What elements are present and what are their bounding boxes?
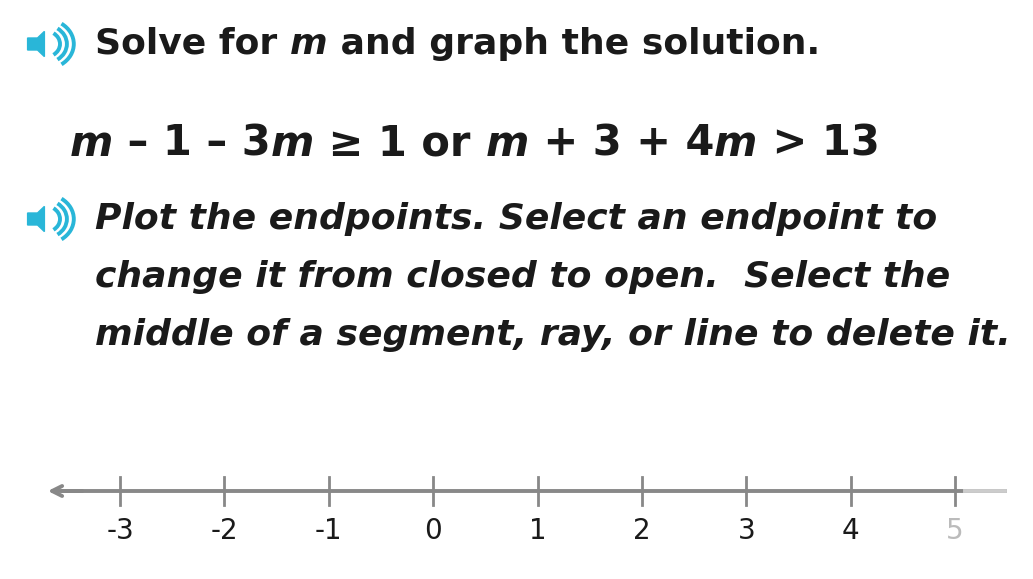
- Text: 5: 5: [946, 517, 964, 545]
- Text: 4: 4: [842, 517, 859, 545]
- Text: Solve for: Solve for: [95, 27, 290, 61]
- Text: + 3 + 4: + 3 + 4: [529, 123, 714, 165]
- Text: 1: 1: [529, 517, 546, 545]
- Text: 3: 3: [738, 517, 755, 545]
- Text: -1: -1: [315, 517, 343, 545]
- Text: m: m: [714, 123, 757, 165]
- Text: 0: 0: [425, 517, 442, 545]
- Text: m: m: [486, 123, 529, 165]
- Text: 2: 2: [633, 517, 651, 545]
- Text: – 1 – 3: – 1 – 3: [114, 123, 271, 165]
- Text: -2: -2: [211, 517, 239, 545]
- Polygon shape: [28, 206, 44, 232]
- Text: > 13: > 13: [757, 123, 879, 165]
- Text: m: m: [271, 123, 314, 165]
- Text: change it from closed to open.  Select the: change it from closed to open. Select th…: [95, 260, 950, 294]
- Text: -3: -3: [106, 517, 134, 545]
- Text: middle of a segment, ray, or line to delete it.: middle of a segment, ray, or line to del…: [95, 318, 1011, 352]
- Text: and graph the solution.: and graph the solution.: [327, 27, 819, 61]
- Text: Plot the endpoints. Select an endpoint to: Plot the endpoints. Select an endpoint t…: [95, 202, 937, 236]
- Text: m: m: [70, 123, 114, 165]
- Text: m: m: [290, 27, 327, 61]
- Polygon shape: [28, 31, 44, 57]
- Text: ≥ 1 or: ≥ 1 or: [314, 123, 486, 165]
